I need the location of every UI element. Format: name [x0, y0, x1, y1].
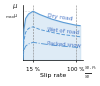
Text: Packed snow: Packed snow — [47, 41, 81, 49]
Text: $\mu$: $\mu$ — [13, 12, 18, 20]
Text: $\mu$: $\mu$ — [12, 2, 18, 11]
Text: Wet of road: Wet of road — [47, 27, 79, 35]
Text: $S_R, P_s$
$\overline{S_R}$: $S_R, P_s$ $\overline{S_R}$ — [84, 64, 97, 82]
Text: max: max — [5, 15, 14, 19]
Text: Dry road: Dry road — [47, 13, 73, 21]
X-axis label: Slip rate: Slip rate — [40, 73, 66, 78]
